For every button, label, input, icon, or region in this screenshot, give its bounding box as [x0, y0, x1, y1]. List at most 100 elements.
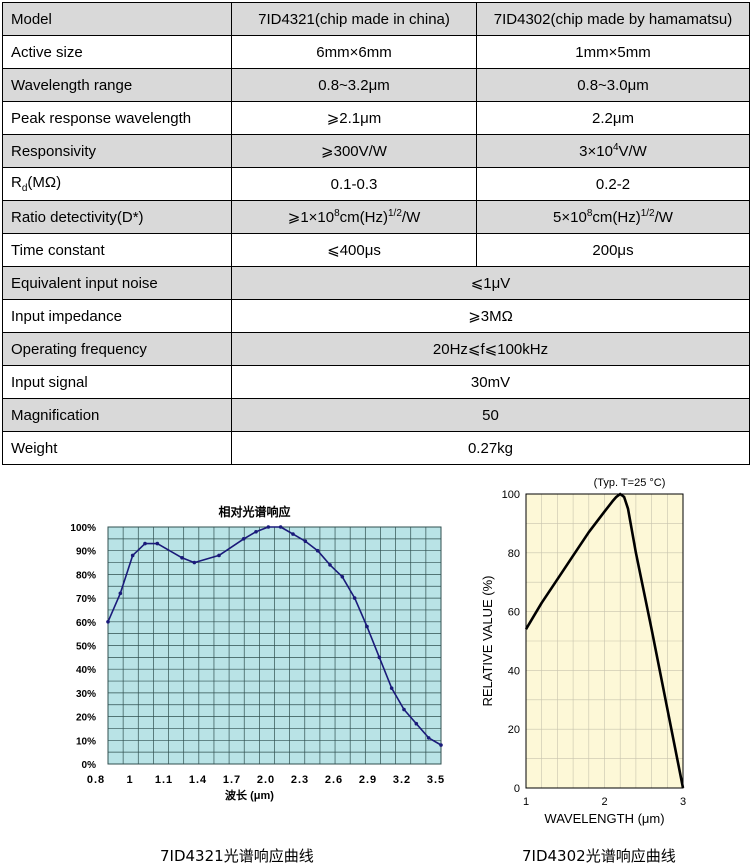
value-text: /W	[654, 209, 673, 226]
data-point	[180, 556, 184, 560]
table-row-operating-frequency: Operating frequency 20Hz⩽f⩽100kHz	[2, 332, 750, 366]
subscript: d	[21, 183, 28, 194]
x-axis-label: 波长 (μm)	[225, 788, 274, 802]
superscript: 8	[586, 208, 593, 219]
y-tick-label: 60%	[76, 618, 96, 629]
x-tick-label: 3	[680, 796, 686, 808]
value-text: cm(Hz)	[339, 209, 388, 226]
y-tick-label: 80%	[76, 570, 96, 581]
row-label: Operating frequency	[2, 332, 232, 366]
row-label: Weight	[2, 431, 232, 465]
label-text: (MΩ)	[27, 174, 62, 191]
data-point	[365, 624, 369, 629]
data-point	[118, 591, 123, 596]
cell-merged: 30mV	[231, 365, 750, 399]
x-tick-label: 2.3	[291, 774, 309, 786]
cell-merged: ⩾3MΩ	[231, 299, 750, 333]
data-point	[106, 620, 110, 624]
row-label: Wavelength range	[2, 68, 232, 102]
chart-annotation: (Typ. T=25 °C)	[594, 477, 666, 489]
superscript: 1/2	[640, 208, 655, 219]
table-row-weight: Weight 0.27kg	[2, 431, 750, 465]
header-label: Model	[2, 2, 232, 36]
x-tick-label: 3.5	[427, 774, 445, 786]
table-row-responsivity: Responsivity ⩾300V/W 3×104V/W	[2, 134, 750, 168]
value-text: /W	[401, 209, 421, 226]
cell-col2: 200μs	[476, 233, 750, 267]
cell-col2: 2.2μm	[476, 101, 750, 135]
x-tick-label: 0.8	[87, 774, 105, 786]
data-point	[439, 743, 443, 747]
chart-7id4302: 0 20 40 60 80 100 1 2 3 WAVELENGTH (μm) RELATIVE V…	[480, 477, 686, 826]
data-point	[192, 560, 197, 565]
row-label: Input impedance	[2, 299, 232, 333]
y-tick-label: 50%	[76, 642, 96, 653]
x-tick-label: 2.6	[325, 774, 343, 786]
spec-table: Model 7ID4321(chip made in china) 7ID430…	[2, 2, 750, 465]
label-text: R	[11, 174, 22, 191]
value-text: 5×10	[553, 209, 587, 226]
data-point	[402, 707, 406, 712]
caption-7id4321: 7ID4321光谱响应曲线	[160, 847, 314, 865]
x-tick-label: 2.0	[257, 774, 275, 786]
superscript: 4	[612, 142, 619, 153]
x-axis-label: WAVELENGTH (μm)	[544, 811, 664, 826]
data-point	[303, 539, 308, 544]
y-tick-label: 80	[508, 548, 520, 560]
cell-merged: ⩽1μV	[231, 266, 750, 300]
y-tick-label: 100%	[70, 523, 96, 534]
data-point	[130, 553, 135, 558]
cell-col1: 6mm×6mm	[231, 35, 477, 69]
y-tick-label: 40%	[76, 665, 96, 676]
header-col1: 7ID4321(chip made in china)	[231, 2, 477, 36]
row-label: Magnification	[2, 398, 232, 432]
row-label: Responsivity	[2, 134, 232, 168]
row-label: Active size	[2, 35, 232, 69]
cell-col1: 0.8~3.2μm	[231, 68, 477, 102]
x-tick-label: 1	[126, 774, 133, 786]
row-label: Time constant	[2, 233, 232, 267]
y-tick-label: 100	[502, 489, 520, 501]
table-row-time-constant: Time constant ⩽400μs 200μs	[2, 233, 750, 267]
y-tick-label: 0	[514, 783, 520, 795]
x-tick-label: 1	[523, 796, 529, 808]
cell-col2: 1mm×5mm	[476, 35, 750, 69]
row-label: Peak response wavelength	[2, 101, 232, 135]
cell-col1: ⩾2.1μm	[231, 101, 477, 135]
y-tick-label: 60	[508, 607, 520, 619]
table-row-active-size: Active size 6mm×6mm 1mm×5mm	[2, 35, 750, 69]
data-point	[155, 541, 160, 546]
table-row-equivalent-noise: Equivalent input noise ⩽1μV	[2, 266, 750, 300]
data-point	[241, 537, 246, 541]
y-tick-label: 90%	[76, 547, 96, 558]
table-row-peak-response: Peak response wavelength ⩾2.1μm 2.2μm	[2, 101, 750, 135]
plot-border	[525, 493, 684, 789]
cell-col2: 3×104V/W	[476, 134, 750, 168]
cell-col2: 0.8~3.0μm	[476, 68, 750, 102]
data-point	[328, 563, 332, 567]
data-point	[278, 525, 283, 529]
superscript: 1/2	[388, 208, 402, 219]
value-text: V/W	[618, 143, 647, 160]
data-point	[291, 532, 295, 536]
table-row-header: Model 7ID4321(chip made in china) 7ID430…	[2, 2, 750, 36]
cell-col1: ⩾1×108cm(Hz)1/2/W	[231, 200, 477, 234]
table-row-magnification: Magnification 50	[2, 398, 750, 432]
y-tick-label: 20%	[76, 713, 96, 724]
y-tick-label: 70%	[76, 594, 96, 605]
row-label: Rd(MΩ)	[2, 167, 232, 201]
x-tick-label: 1.7	[223, 774, 241, 786]
data-point	[143, 541, 147, 546]
x-tick-label: 1.4	[189, 774, 207, 786]
chart-7id4321: 0% 10% 20% 30% 40% 50% 60% 70% 80% 90% 100% 0.8 1 1.1…	[70, 504, 445, 802]
data-point	[377, 655, 382, 660]
value-text: ⩾1×10	[287, 209, 335, 226]
data-point	[389, 686, 394, 690]
table-row-input-impedance: Input impedance ⩾3MΩ	[2, 299, 750, 333]
data-point	[352, 596, 357, 600]
data-point	[266, 525, 271, 529]
y-tick-label: 0%	[82, 760, 97, 771]
x-tick-label: 1.1	[155, 774, 173, 786]
x-tick-label: 2	[601, 796, 607, 808]
data-point	[254, 529, 258, 534]
